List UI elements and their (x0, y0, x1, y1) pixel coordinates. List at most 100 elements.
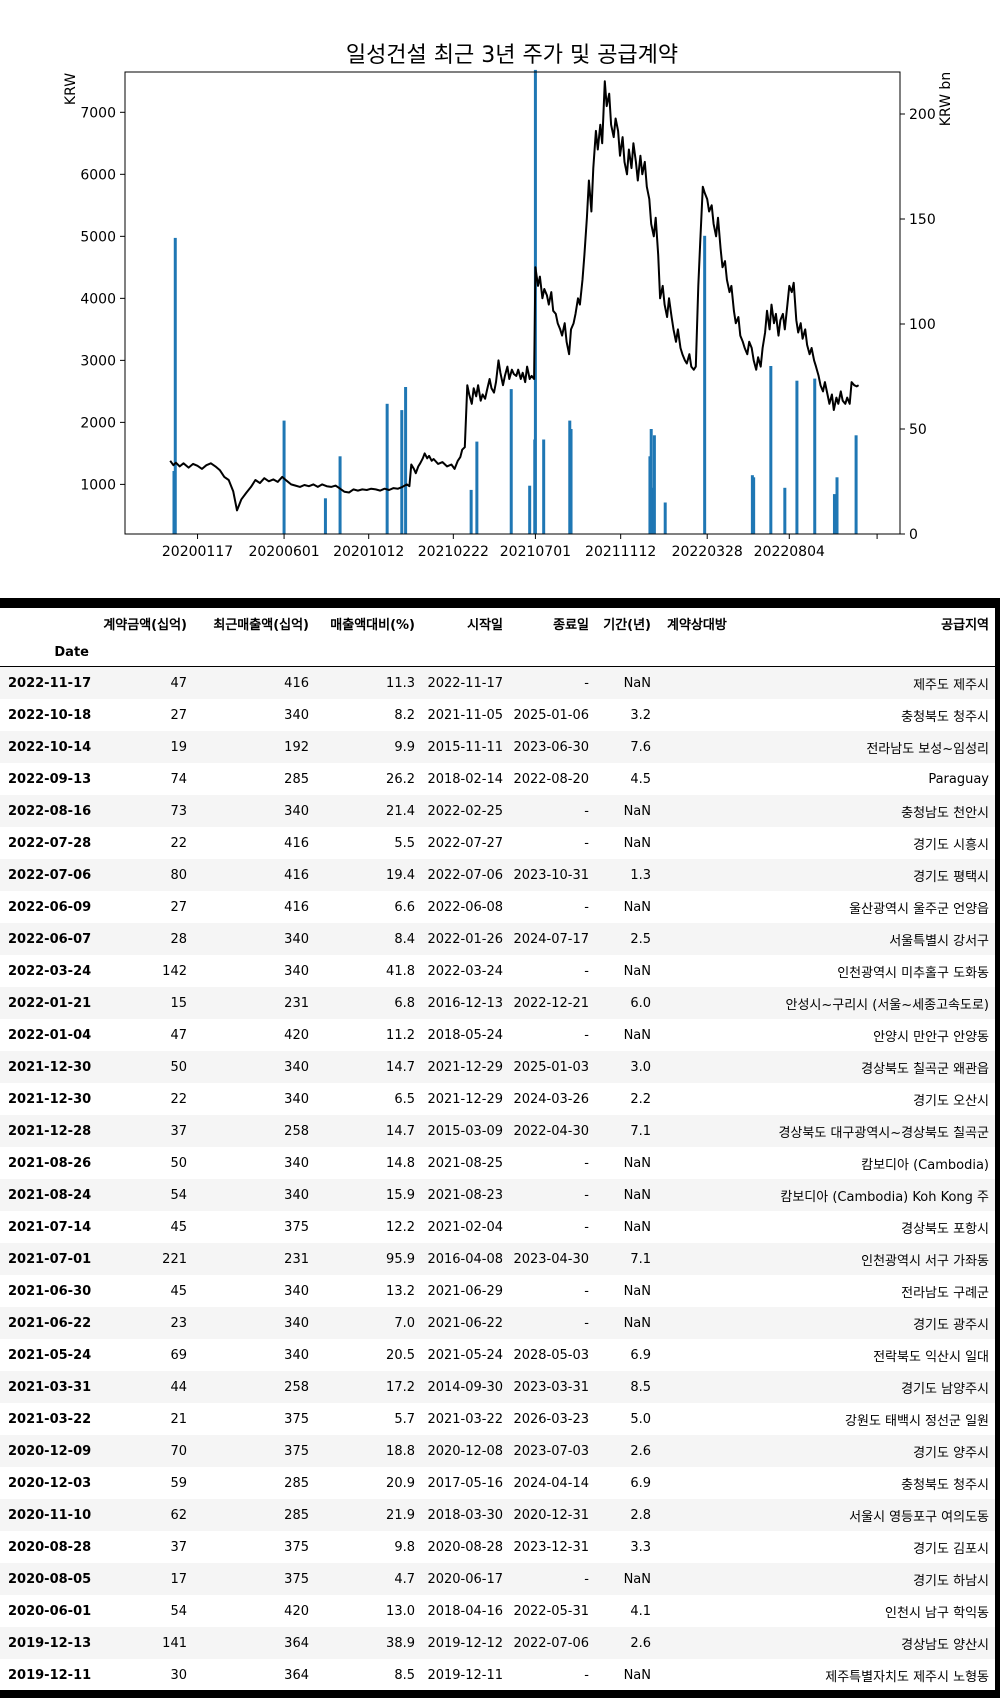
table-cell: 6.9 (630, 1347, 651, 1363)
table-row: 2020-08-05 17 375 4.7 2020-06-17 - NaN 경기도 하남시 (0, 1563, 995, 1595)
table-cell: 258 (284, 1123, 309, 1139)
row-date: 2021-06-30 (8, 1283, 92, 1299)
table-cell (657, 1179, 737, 1211)
table-cell: 2015-03-09 (427, 1123, 503, 1139)
table-cell: 6.6 (394, 899, 415, 915)
chart-title: 일성건설 최근 3년 주가 및 공급계약 (346, 43, 678, 68)
table-row: 2020-08-28 37 375 9.8 2020-08-28 2023-12-31 3.… (0, 1531, 995, 1563)
table-cell: NaN (623, 1219, 651, 1235)
left-tick-label: 3000 (80, 353, 116, 369)
table-cell: 2.8 (630, 1507, 651, 1523)
table-cell: 69 (170, 1347, 187, 1363)
table-row: 2022-10-18 27 340 8.2 2021-11-05 2025-01-06 3.… (0, 699, 995, 731)
table-cell (657, 1435, 737, 1467)
table-cell: 2016-12-13 (427, 995, 503, 1011)
table-cell: 캄보디아 (Cambodia) (861, 1157, 989, 1173)
contract-bar (400, 410, 404, 534)
table-row: 2021-07-14 45 375 12.2 2021-02-04 - NaN 경상북도 포항… (0, 1211, 995, 1243)
left-tick-label: 1000 (80, 477, 116, 493)
table-cell: 2022-05-31 (513, 1603, 589, 1619)
contract-bar (854, 435, 858, 534)
table-cell: 경기도 오산시 (913, 1093, 989, 1109)
table-cell: 울산광역시 울주군 언양읍 (849, 901, 989, 917)
table-cell: 제주도 제주시 (913, 677, 989, 693)
table-cell: 2022-08-20 (513, 771, 589, 787)
table-cell (657, 1467, 737, 1499)
contract-bar (385, 403, 389, 534)
table-cell: NaN (623, 675, 651, 691)
table-row: 2020-12-03 59 285 20.9 2017-05-16 2024-04-14 6… (0, 1467, 995, 1499)
table-cell: 15.9 (386, 1187, 415, 1203)
contract-bar (469, 489, 473, 534)
row-date: 2020-06-01 (8, 1603, 92, 1619)
table-cell: 2019-12-11 (427, 1667, 503, 1683)
contract-bar (783, 487, 787, 534)
right-tick-label: 100 (909, 317, 936, 333)
table-cell: 142 (162, 963, 187, 979)
table-cell: 2028-05-03 (513, 1347, 589, 1363)
x-tick-label: 20210701 (500, 544, 571, 560)
table-cell: 3.0 (630, 1059, 651, 1075)
column-header: 계약금액(십억) (103, 617, 187, 633)
price-line (169, 80, 860, 512)
table-cell: 경상북도 포항시 (901, 1221, 989, 1237)
table-cell: 375 (284, 1539, 309, 1555)
table-cell: 38.9 (386, 1635, 415, 1651)
table-cell: 21 (170, 1411, 187, 1427)
table-cell: 15 (170, 995, 187, 1011)
table-cell: 13.0 (386, 1603, 415, 1619)
table-cell (657, 1275, 737, 1307)
table-cell (657, 1371, 737, 1403)
table-cell: 20.9 (386, 1475, 415, 1491)
contract-bar (835, 477, 839, 534)
table-cell (657, 1019, 737, 1051)
table-cell: NaN (623, 1187, 651, 1203)
table-cell: 364 (284, 1635, 309, 1651)
table-cell: - (584, 1155, 589, 1171)
table-cell: 2022-03-24 (427, 963, 503, 979)
table-cell: 70 (170, 1443, 187, 1459)
left-tick-label: 5000 (80, 229, 116, 245)
table-row: 2021-08-24 54 340 15.9 2021-08-23 - NaN 캄보디아 (C… (0, 1179, 995, 1211)
row-date: 2020-11-10 (8, 1507, 92, 1523)
table-cell: 37 (170, 1539, 187, 1555)
table-cell: NaN (623, 803, 651, 819)
contract-bar (542, 439, 546, 534)
contract-bar (769, 366, 773, 534)
table-cell: 340 (284, 1059, 309, 1075)
chart-panel: 1000 2000 3000 4000 5000 6000 7000 0 50 100 150 200… (0, 0, 1000, 598)
table-row: 2022-07-06 80 416 19.4 2022-07-06 2023-10-31 1… (0, 859, 995, 891)
table-cell: 74 (170, 771, 187, 787)
contract-bar (652, 435, 656, 534)
table-cell: 2021-12-29 (427, 1091, 503, 1107)
table-cell: 22 (170, 1091, 187, 1107)
table-row: 2021-12-30 50 340 14.7 2021-12-29 2025-01-03 3… (0, 1051, 995, 1083)
row-date: 2022-07-28 (8, 835, 92, 851)
table-cell (657, 667, 737, 700)
contract-bar (528, 485, 532, 534)
table-cell: 2018-04-16 (427, 1603, 503, 1619)
table-cell: 6.9 (630, 1475, 651, 1491)
table-row: 2021-06-30 45 340 13.2 2021-06-29 - NaN 전라남도 구례… (0, 1275, 995, 1307)
table-cell: 인천광역시 미추홀구 도화동 (837, 965, 989, 981)
contract-bar (649, 429, 653, 534)
table-cell: 서울시 영등포구 여의도동 (849, 1509, 989, 1525)
table-cell (657, 1211, 737, 1243)
table-cell: 경기도 하남시 (913, 1573, 989, 1589)
right-axis-label: KRW bn (938, 72, 954, 126)
contract-bar (173, 237, 177, 534)
table-cell: 2025-01-03 (513, 1059, 589, 1075)
column-header: 매출액대비(%) (330, 617, 415, 633)
table-cell: 경상북도 대구광역시~경상북도 칠곡군 (778, 1125, 989, 1141)
table-cell: 45 (170, 1219, 187, 1235)
table-cell: 2021-11-05 (427, 707, 503, 723)
row-date: 2019-12-13 (8, 1635, 92, 1651)
table-cell: 경기도 광주시 (913, 1317, 989, 1333)
table-cell: 7.1 (630, 1251, 651, 1267)
table-cell: NaN (623, 1667, 651, 1683)
table-cell: 19 (170, 739, 187, 755)
table-cell: 전락북도 익산시 일대 (873, 1349, 989, 1365)
table-cell: 2014-09-30 (427, 1379, 503, 1395)
table-cell: 27 (170, 707, 187, 723)
table-cell: 340 (284, 931, 309, 947)
